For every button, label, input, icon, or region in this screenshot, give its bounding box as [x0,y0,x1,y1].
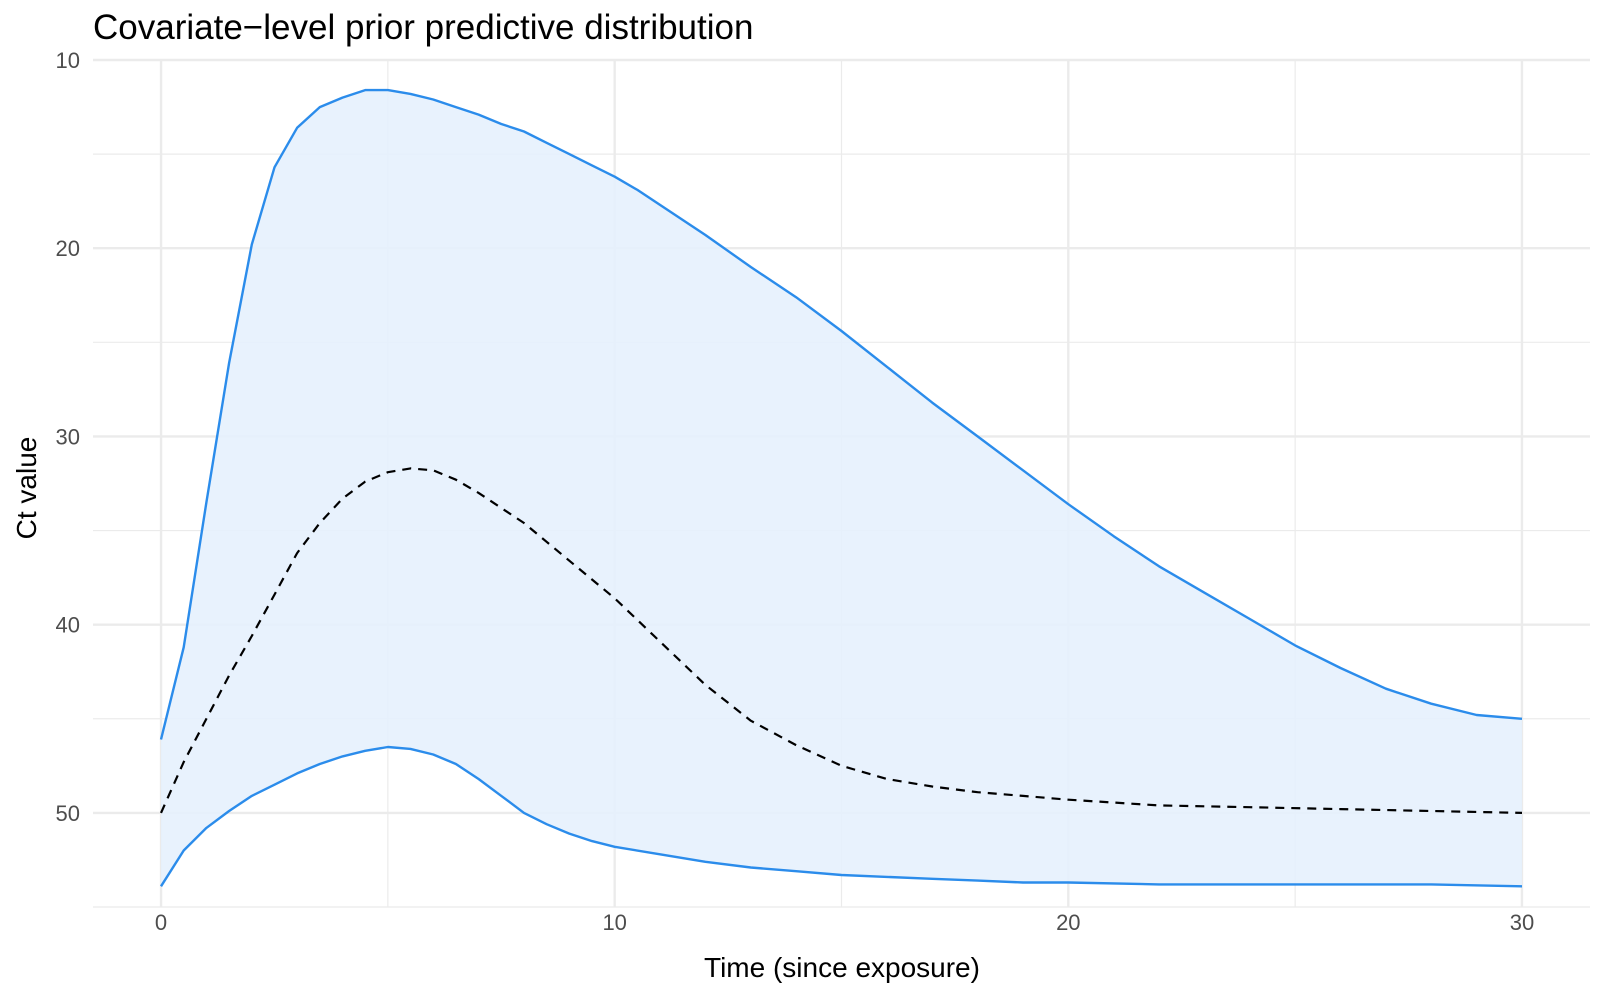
series-lines [159,88,1523,888]
y-tick-label: 30 [56,424,80,449]
x-tick-label: 10 [602,910,626,935]
x-tick-label: 30 [1510,910,1534,935]
credible-interval-band [161,90,1522,887]
median-line [159,467,1523,814]
upper-bound-line [159,88,1523,740]
x-tick-label: 0 [155,910,167,935]
x-axis-tick-labels: 0 10 20 30 [155,910,1534,935]
x-tick-label: 20 [1056,910,1080,935]
y-tick-label: 50 [56,801,80,826]
interval-fill [161,90,1522,887]
x-axis-title: Time (since exposure) [704,952,980,983]
y-tick-label: 10 [56,48,80,73]
lower-bound-line [159,745,1523,888]
y-axis-tick-labels: 10 20 30 40 50 [56,48,80,826]
y-tick-label: 20 [56,236,80,261]
y-axis-title: Ct value [11,437,42,540]
chart-title: Covariate−level prior predictive distrib… [93,8,753,47]
y-tick-label: 40 [56,613,80,638]
